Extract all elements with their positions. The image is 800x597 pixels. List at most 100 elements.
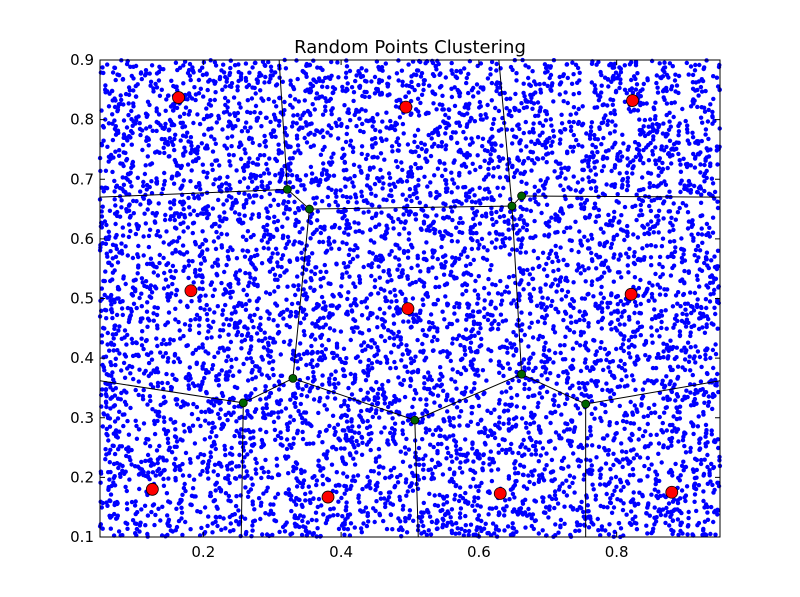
data-point bbox=[226, 257, 231, 262]
data-point bbox=[320, 128, 325, 133]
data-point bbox=[580, 381, 585, 386]
data-point bbox=[320, 199, 325, 204]
data-point bbox=[125, 418, 130, 424]
data-point bbox=[631, 456, 636, 461]
data-point bbox=[311, 370, 316, 375]
data-point bbox=[178, 211, 184, 217]
data-point bbox=[288, 102, 293, 108]
data-point bbox=[450, 341, 455, 346]
data-point bbox=[406, 319, 411, 324]
data-point bbox=[411, 191, 417, 196]
data-point bbox=[714, 144, 720, 149]
data-point bbox=[172, 444, 177, 449]
data-point bbox=[495, 467, 501, 472]
data-point bbox=[186, 383, 191, 388]
data-point bbox=[508, 341, 513, 346]
data-point bbox=[456, 220, 462, 226]
data-point bbox=[644, 243, 650, 248]
data-point bbox=[330, 292, 335, 298]
data-point bbox=[508, 385, 513, 391]
data-point bbox=[360, 331, 365, 336]
data-point bbox=[154, 128, 159, 134]
data-point bbox=[449, 190, 454, 195]
data-point bbox=[624, 512, 629, 517]
data-point bbox=[443, 75, 448, 80]
data-point bbox=[201, 94, 206, 99]
data-point bbox=[155, 273, 161, 278]
data-point bbox=[309, 177, 315, 182]
data-point bbox=[393, 255, 398, 260]
data-point bbox=[592, 201, 598, 206]
data-point bbox=[352, 525, 357, 530]
data-point bbox=[469, 199, 475, 204]
data-point bbox=[376, 176, 381, 181]
data-point bbox=[479, 518, 484, 524]
data-point bbox=[124, 488, 129, 494]
data-point bbox=[468, 522, 474, 527]
data-point bbox=[586, 324, 591, 329]
data-point bbox=[242, 191, 247, 196]
data-point bbox=[635, 108, 641, 113]
data-point bbox=[440, 93, 445, 99]
data-point bbox=[253, 364, 258, 369]
data-point bbox=[346, 232, 351, 237]
data-point bbox=[292, 499, 297, 504]
data-point bbox=[252, 507, 257, 512]
data-point bbox=[613, 140, 618, 145]
data-point bbox=[287, 442, 292, 448]
data-point bbox=[611, 451, 616, 456]
data-point bbox=[136, 114, 141, 119]
data-point bbox=[649, 410, 654, 416]
data-point bbox=[679, 488, 685, 493]
data-point bbox=[344, 58, 349, 63]
data-point bbox=[250, 65, 255, 70]
data-point bbox=[503, 318, 509, 323]
data-point bbox=[334, 353, 340, 358]
data-point bbox=[590, 178, 595, 184]
data-point bbox=[361, 340, 367, 345]
data-point bbox=[239, 129, 245, 134]
data-point bbox=[417, 310, 423, 316]
data-point bbox=[709, 432, 714, 437]
data-point bbox=[546, 356, 551, 362]
data-point bbox=[521, 90, 526, 96]
data-point bbox=[686, 515, 691, 521]
data-point bbox=[259, 475, 264, 481]
data-point bbox=[296, 127, 301, 132]
data-point bbox=[664, 342, 670, 348]
data-point bbox=[237, 179, 243, 184]
data-point bbox=[463, 459, 468, 464]
data-point bbox=[194, 312, 200, 318]
data-point bbox=[260, 532, 265, 537]
data-point bbox=[136, 427, 142, 432]
data-point bbox=[262, 62, 267, 68]
data-point bbox=[420, 456, 426, 462]
data-point bbox=[265, 309, 270, 314]
data-point bbox=[141, 421, 147, 426]
data-point bbox=[234, 256, 240, 261]
data-point bbox=[575, 406, 581, 411]
data-point bbox=[554, 254, 560, 260]
data-point bbox=[208, 103, 214, 108]
data-point bbox=[121, 423, 126, 429]
data-point bbox=[400, 352, 405, 357]
data-point bbox=[449, 238, 455, 244]
data-point bbox=[514, 231, 520, 236]
data-point bbox=[592, 83, 597, 88]
data-point bbox=[402, 394, 408, 400]
data-point bbox=[321, 512, 326, 517]
data-point bbox=[621, 501, 626, 506]
data-point bbox=[571, 72, 576, 77]
data-point bbox=[329, 112, 334, 117]
data-point bbox=[567, 119, 572, 125]
data-point bbox=[645, 78, 650, 83]
data-point bbox=[606, 148, 611, 153]
data-point bbox=[330, 85, 336, 90]
data-point bbox=[540, 250, 546, 255]
data-point bbox=[649, 58, 655, 64]
data-point bbox=[651, 183, 656, 189]
data-point bbox=[345, 226, 350, 231]
data-point bbox=[346, 425, 351, 430]
data-point bbox=[622, 334, 627, 339]
data-point bbox=[403, 519, 408, 524]
